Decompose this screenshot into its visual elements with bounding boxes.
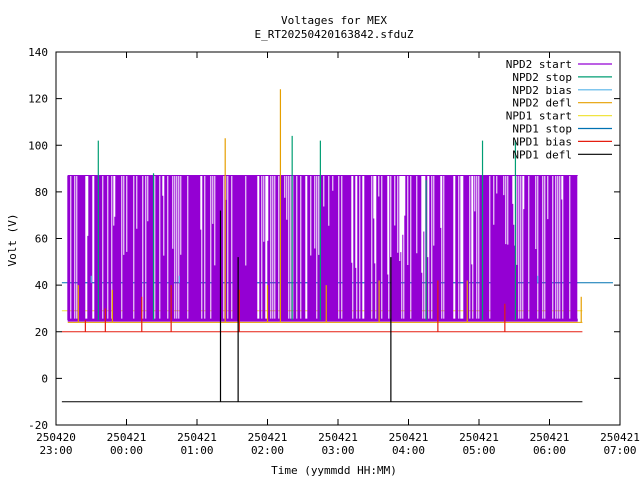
x-tick-time: 01:00	[180, 444, 213, 457]
x-tick-time: 07:00	[603, 444, 636, 457]
y-tick-label: -20	[28, 419, 48, 432]
legend-label: NPD1 defl	[512, 148, 572, 161]
x-tick-date: 250421	[248, 431, 288, 444]
legend-label: NPD2 bias	[512, 84, 572, 97]
x-axis-label: Time (yymmdd HH:MM)	[271, 464, 397, 477]
y-axis: -20 0 20 40 60 80 100 120 140	[28, 46, 620, 432]
y-tick-label: 20	[35, 326, 48, 339]
y-tick-label: 0	[41, 372, 48, 385]
y-axis-label: Volt (V)	[6, 214, 19, 267]
x-tick-date: 250421	[459, 431, 499, 444]
x-tick-time: 03:00	[321, 444, 354, 457]
y-tick-label: 40	[35, 279, 48, 292]
x-tick-time: 02:00	[251, 444, 284, 457]
x-tick-date: 250421	[318, 431, 358, 444]
x-tick-time: 00:00	[110, 444, 143, 457]
x-tick-date: 250421	[600, 431, 640, 444]
x-tick-date: 250420	[36, 431, 76, 444]
series-band-npd2-start	[67, 175, 578, 321]
y-tick-label: 120	[28, 93, 48, 106]
legend-label: NPD1 bias	[512, 135, 572, 148]
y-tick-label: 80	[35, 186, 48, 199]
x-tick-date: 250421	[530, 431, 570, 444]
legend-label: NPD1 stop	[512, 123, 572, 136]
x-tick-time: 04:00	[392, 444, 425, 457]
legend-label: NPD2 defl	[512, 97, 572, 110]
legend-label: NPD1 start	[506, 110, 572, 123]
x-tick-time: 05:00	[462, 444, 495, 457]
x-tick-date: 250421	[107, 431, 147, 444]
y-tick-label: 140	[28, 46, 48, 59]
plot-area	[61, 89, 613, 403]
legend-label: NPD2 start	[506, 58, 572, 71]
x-tick-date: 250421	[389, 431, 429, 444]
y-tick-label: 60	[35, 233, 48, 246]
x-tick-time: 06:00	[533, 444, 566, 457]
x-tick-time: 23:00	[39, 444, 72, 457]
x-tick-date: 250421	[177, 431, 217, 444]
legend-label: NPD2 stop	[512, 71, 572, 84]
y-tick-label: 100	[28, 139, 48, 152]
chart-subtitle: E_RT20250420163842.sfduZ	[255, 28, 414, 41]
x-axis: 25042023:0025042100:0025042101:002504210…	[36, 52, 640, 457]
chart-title: Voltages for MEX	[281, 14, 387, 27]
